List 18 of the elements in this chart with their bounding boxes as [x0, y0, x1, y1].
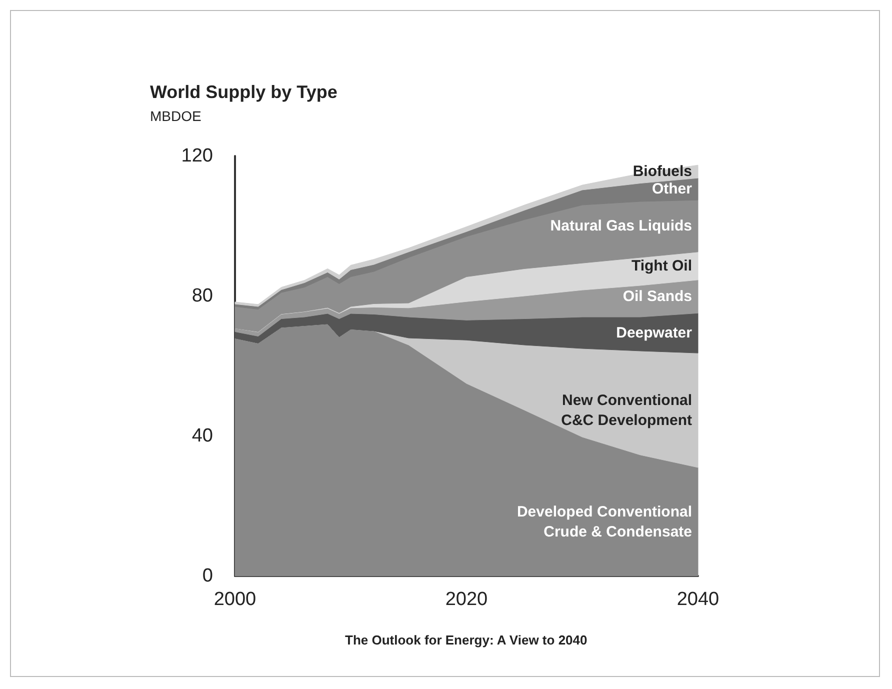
chart-title: World Supply by Type: [150, 82, 338, 102]
text: The Outlook for Energy: A View to 2040: [345, 632, 588, 648]
series-label: New Conventional C&C Development: [561, 392, 692, 429]
chart-subtitle: MBDOE: [150, 108, 202, 124]
series-label: Biofuels: [632, 163, 692, 180]
series-label: Natural Gas Liquids: [550, 218, 692, 234]
series-label: Developed Conventional Crude & Condensate: [516, 503, 692, 540]
y-tick-label: 0: [202, 566, 213, 586]
x-tick-label: 2020: [445, 589, 488, 610]
y-tick-label: 120: [181, 146, 213, 166]
y-tick-label: 40: [192, 426, 213, 446]
series-label: Other: [652, 180, 692, 198]
series-label: Deepwater: [616, 324, 692, 342]
series-label: Oil Sands: [622, 288, 692, 306]
x-tick-label: 2040: [676, 589, 720, 610]
x-tick-label: 2000: [214, 589, 256, 610]
series-label: Tight Oil: [631, 257, 692, 274]
y-tick-label: 80: [192, 286, 213, 306]
